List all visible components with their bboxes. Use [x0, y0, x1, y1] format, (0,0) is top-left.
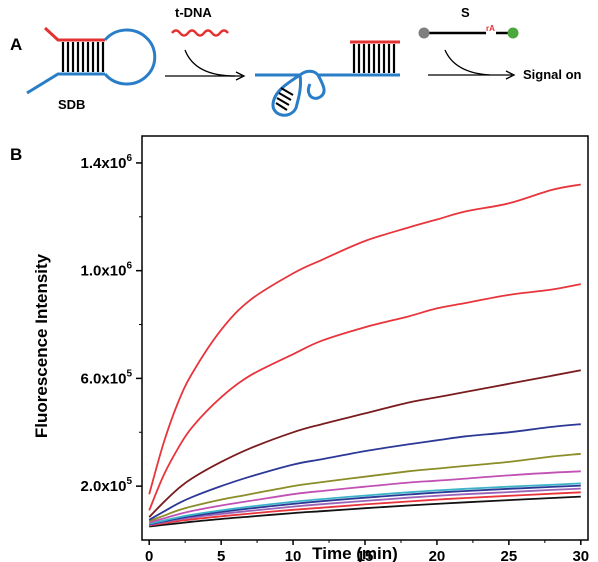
series-line [149, 487, 581, 526]
series-line [148, 423, 581, 521]
y-tick-label: 2.0x105 [81, 476, 133, 495]
sdb-label: SDB [58, 97, 85, 112]
x-tick-label: 5 [217, 548, 225, 562]
y-tick-label: 1.0x106 [81, 261, 133, 280]
arrow-2-head [505, 70, 516, 80]
x-tick-label: 0 [145, 548, 153, 562]
x-tick-label: 30 [572, 548, 589, 562]
reaction-scheme: A SDB t-DNA [10, 5, 582, 117]
series-line [148, 452, 581, 522]
y-tick-label: 1.4x106 [81, 153, 133, 172]
s-label: S [461, 5, 470, 20]
sdb-probe [26, 26, 157, 95]
x-tick-label: 10 [285, 548, 302, 562]
x-tick-label: 20 [429, 548, 446, 562]
series-line [149, 482, 581, 525]
panel-b-label: B [10, 145, 22, 164]
series-line [148, 183, 581, 495]
plot-frame [141, 135, 589, 541]
series-line [149, 491, 581, 527]
tdna-strand [171, 29, 229, 37]
tdna-label: t-DNA [175, 5, 212, 20]
series-line [148, 283, 581, 511]
series-line [149, 484, 581, 526]
x-tick-label: 15 [357, 548, 374, 562]
x-axis-label: Time (min) [312, 544, 398, 562]
series-group [148, 183, 581, 528]
series-line [148, 470, 581, 524]
signal-on-label: Signal on [523, 67, 582, 82]
series-line [148, 369, 581, 518]
fluorophore-bead [507, 27, 519, 39]
series-line [149, 495, 581, 528]
opened-probe [255, 40, 400, 117]
y-axis-label: Fluorescence Intensity [32, 253, 51, 438]
arrow-1-head [235, 71, 246, 81]
axes: 0 5 10 15 20 25 30 2.0x105 6.0x105 1.0x106 1.4x106 [81, 135, 589, 562]
ra-label: rA [486, 24, 495, 33]
y-tick-label: 6.0x105 [81, 368, 133, 387]
x-tick-label: 25 [501, 548, 518, 562]
panel-a-label: A [10, 35, 22, 54]
quencher-bead [418, 27, 430, 39]
